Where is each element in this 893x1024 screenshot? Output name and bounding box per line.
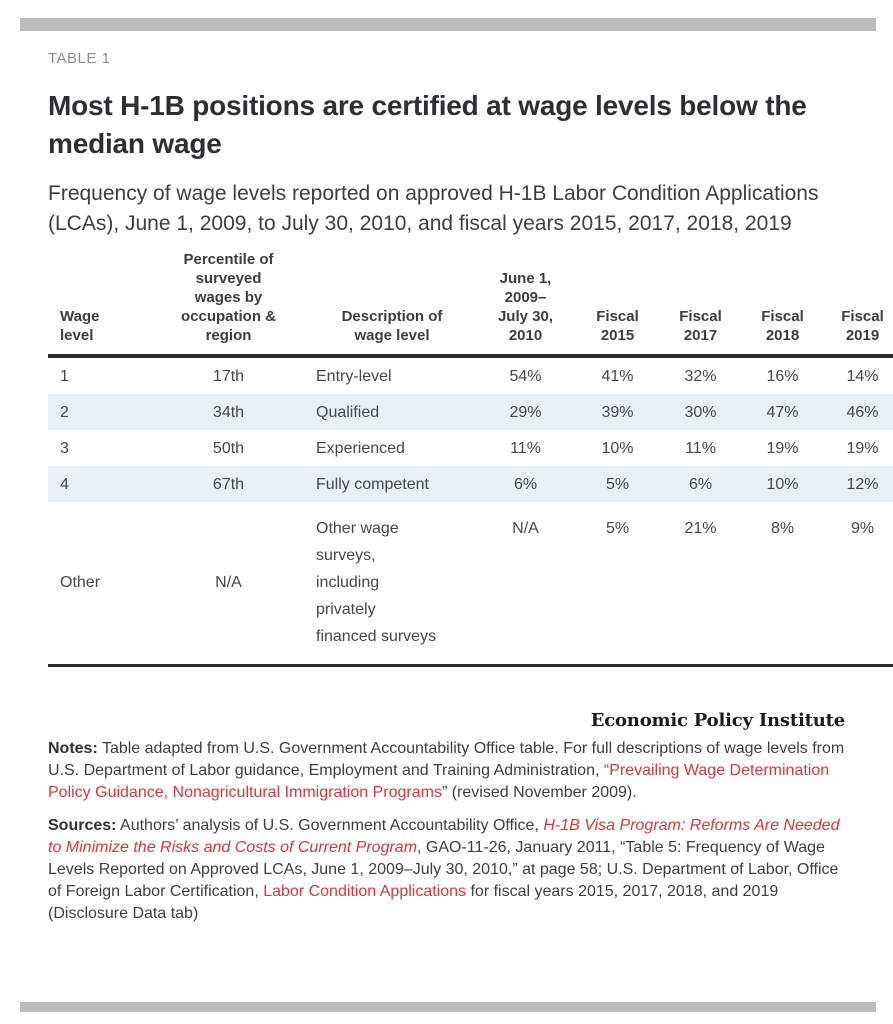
labor-condition-applications-link[interactable]: Labor Condition Applications [263,883,467,900]
table-cell: Qualified [316,404,380,421]
table-cell: 50th [212,440,245,457]
text-segment: for fiscal years 2015, 2017, 2018, and 2… [48,883,779,922]
table-cell: 11% [685,440,716,457]
table-cell: 12% [846,476,879,493]
wage-levels-table: Wage level Percentile of surveyed wages b… [48,250,893,667]
page-title: Most H-1B positions are certified at wag… [48,90,807,159]
table-cell: 32% [684,368,717,385]
table-cell: 17th [212,368,245,385]
column-header: Fiscal 2018 [742,250,823,358]
table-row: 2 34th Qualified 29% 39% 30% 47% 46% [48,394,893,430]
column-header: Description of wage level [309,250,475,358]
table-cell: N/A [475,502,576,667]
figure-container: TABLE 1 Most H-1B positions are certifie… [48,31,893,925]
top-divider-bar [20,18,876,31]
table-cell: 39% [601,404,634,421]
table-cell: 4 [60,476,69,493]
text-segment: , GAO-11-26, January 2011, “Table 5: Fre… [48,839,839,900]
table-cell: 19% [766,440,799,457]
table-cell: 54% [509,368,542,385]
paragraph-label: Notes: [48,740,98,757]
table-cell: 19% [846,440,879,457]
table-row: 4 67th Fully competent 6% 5% 6% 10% 12% [48,466,893,502]
epi-logo: Economic Policy Institute [590,710,845,731]
bottom-divider-bar [20,1002,876,1012]
text-segment: ” (revised November 2009). [441,784,637,801]
column-header: Fiscal 2019 [823,250,893,358]
table-cell: N/A [148,502,309,667]
table-header-row: Wage level Percentile of surveyed wages b… [48,250,893,358]
table-cell: 47% [766,404,799,421]
column-header: Wage level [48,250,148,358]
table-cell: 14% [846,368,879,385]
table-cell: 2 [60,404,69,421]
paragraph-label: Sources: [48,817,117,834]
table-row: 3 50th Experienced 11% 10% 11% 19% 19% [48,430,893,466]
table-cell: 1 [60,368,69,385]
table-cell: Other wage surveys, including privately … [309,502,475,667]
table-cell: Other [48,502,148,667]
column-header: Fiscal 2015 [576,250,659,358]
table-cell: 6% [513,476,538,493]
table-cell: 10% [766,476,799,493]
table-cell: 5% [576,502,659,667]
table-cell: 21% [659,502,742,667]
table-row: 1 17th Entry-level 54% 41% 32% 16% 14% [48,356,893,394]
table-row: Other N/A Other wage surveys, including pr… [48,502,893,667]
table-cell: 46% [846,404,879,421]
table-cell: 9% [823,502,893,667]
page-subtitle: Frequency of wage levels reported on app… [48,182,819,235]
notes-paragraph: Notes: Table adapted from U.S. Governmen… [48,738,845,804]
text-segment: Table adapted from U.S. Government Accou… [48,740,845,779]
table-label: TABLE 1 [48,50,111,67]
table-cell: 29% [509,404,542,421]
table-cell: 10% [601,440,634,457]
table-cell: Experienced [316,440,405,457]
table-cell: 5% [605,476,630,493]
table-cell: 6% [688,476,713,493]
sources-paragraph: Sources: Authors’ analysis of U.S. Gover… [48,815,845,925]
table-cell: 16% [766,368,799,385]
table-cell: 3 [60,440,69,457]
table-cell: 30% [684,404,717,421]
table-cell: 8% [742,502,823,667]
table-cell: 11% [510,440,541,457]
text-segment: Authors’ analysis of U.S. Government Acc… [116,817,544,834]
table-cell: Fully competent [316,476,429,493]
table-cell: 67th [212,476,245,493]
table-body: 1 17th Entry-level 54% 41% 32% 16% 14% 2 34th Qual… [48,356,893,667]
table-cell: 41% [601,368,634,385]
gao-report-link[interactable]: H-1B Visa Program: Reforms Are Needed to… [48,817,840,856]
prevailing-wage-guidance-link[interactable]: “Prevailing Wage Determination Policy Gu… [48,762,830,801]
column-header: Percentile of surveyed wages by occupati… [148,250,309,358]
table-cell: 34th [212,404,245,421]
table-cell: Entry-level [316,368,392,385]
column-header: June 1, 2009– July 30, 2010 [475,250,576,358]
column-header: Fiscal 2017 [659,250,742,358]
